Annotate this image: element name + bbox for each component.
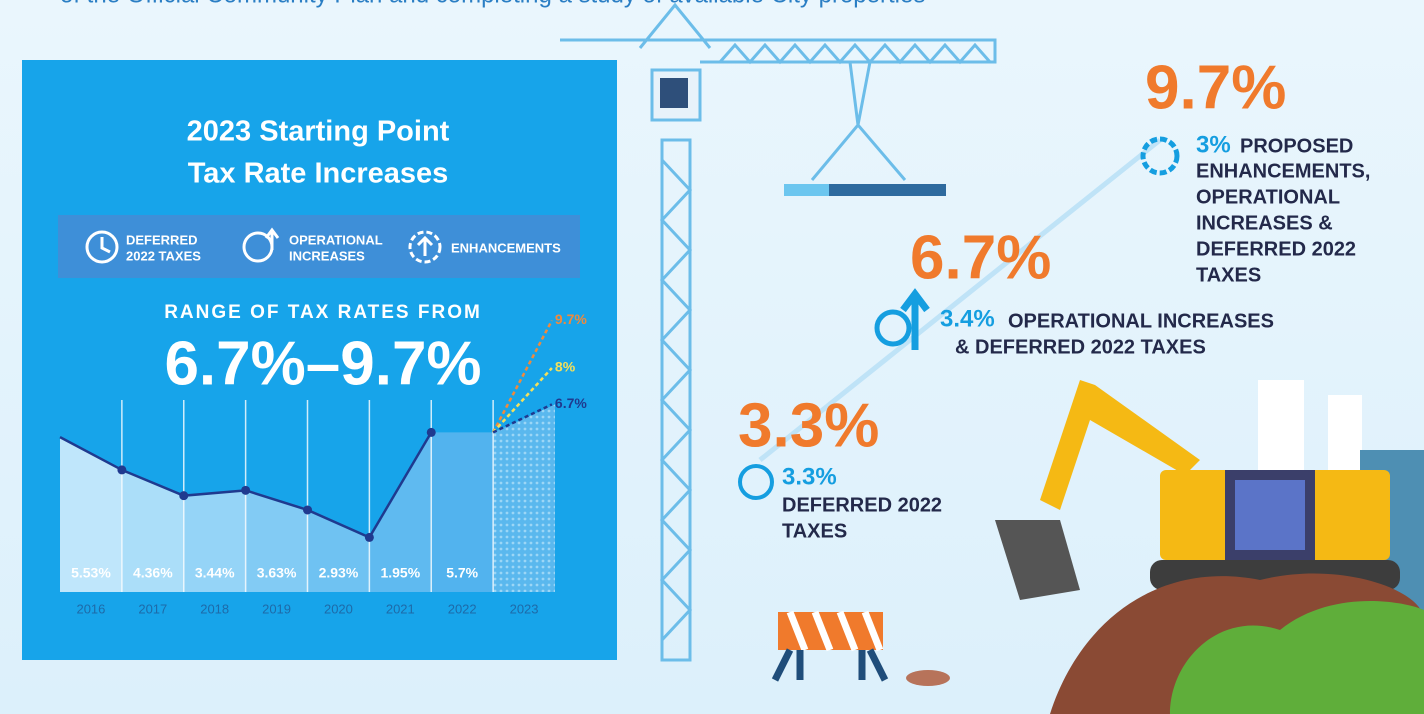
legend-label: OPERATIONAL (289, 232, 383, 247)
crane-window (660, 78, 688, 108)
scenario-text: & DEFERRED 2022 TAXES (955, 336, 1206, 358)
legend-label: INCREASES (289, 248, 365, 263)
projection-line (492, 367, 553, 434)
range-label: RANGE OF TAX RATES FROM (164, 302, 482, 323)
crane-load-tip (784, 184, 829, 196)
intro-text: of the Official Community Plan and compl… (60, 0, 925, 8)
scenario-total: 6.7% (910, 223, 1051, 292)
x-tick-label: 2020 (324, 601, 353, 616)
area-column (307, 509, 370, 592)
projection-line (492, 403, 553, 434)
area-column (369, 432, 432, 592)
data-point (303, 505, 312, 515)
scenario-text: PROPOSED (1240, 135, 1353, 157)
scenario-part: 3.3% (782, 463, 837, 490)
scenario-text: OPERATIONAL (1196, 186, 1340, 208)
area-column (431, 432, 494, 592)
x-tick-label: 2016 (76, 601, 105, 616)
panel-title: Tax Rate Increases (188, 158, 449, 190)
rock (906, 670, 950, 686)
panel-title: 2023 Starting Point (187, 116, 450, 148)
barricade (771, 610, 889, 682)
area-column (121, 469, 184, 592)
scenario-text: TAXES (782, 520, 847, 542)
value-label: 3.44% (195, 565, 235, 581)
legend-icons (85, 227, 442, 264)
area-column (183, 490, 246, 592)
x-tick-label: 2017 (138, 601, 167, 616)
scenario-text: TAXES (1196, 264, 1261, 286)
deferred-icon (738, 464, 774, 500)
value-label: 3.63% (257, 565, 297, 581)
scenario-text: INCREASES & (1196, 212, 1333, 234)
data-point (179, 491, 189, 501)
projection-label: 6.7% (555, 395, 587, 411)
excavator (995, 380, 1400, 600)
x-tick-label: 2022 (448, 601, 477, 616)
data-point (364, 532, 374, 542)
legend-label: 2022 TAXES (126, 248, 201, 263)
x-tick-label: 2021 (386, 601, 415, 616)
scenario-part: 3% (1196, 131, 1231, 158)
operational-arrow (900, 288, 930, 350)
projection-column (493, 404, 555, 592)
range-value: 6.7%–9.7% (164, 329, 481, 398)
area-column (60, 437, 122, 592)
operational-icon (874, 309, 912, 347)
scenario-text: DEFERRED 2022 (1196, 238, 1356, 260)
scenario-total: 9.7% (1145, 53, 1286, 122)
value-label: 5.7% (446, 565, 478, 581)
enhancement-icon (1140, 136, 1180, 176)
value-label: 4.36% (133, 565, 173, 581)
scenario-part: 3.4% (940, 305, 995, 332)
projection-label: 8% (555, 359, 576, 375)
scenario-total: 3.3% (738, 391, 879, 460)
value-label: 2.93% (319, 565, 359, 581)
legend-label: ENHANCEMENTS (451, 240, 561, 255)
data-point (117, 465, 127, 475)
data-point (426, 427, 436, 437)
projection-line (492, 319, 554, 433)
value-label: 1.95% (380, 565, 420, 581)
value-label: 5.53% (71, 565, 111, 581)
projection-label: 9.7% (555, 311, 587, 327)
legend-box (58, 215, 580, 278)
x-tick-label: 2018 (200, 601, 229, 616)
scenario-text: DEFERRED 2022 (782, 494, 942, 516)
trend-line (758, 138, 1162, 462)
x-tick-label: 2019 (262, 601, 291, 616)
crane (560, 2, 997, 662)
data-point (241, 485, 251, 495)
area-column (245, 490, 308, 592)
legend-label: DEFERRED (126, 232, 198, 247)
x-tick-label: 2023 (510, 601, 539, 616)
scenario-text: OPERATIONAL INCREASES (1008, 310, 1274, 332)
scenario-text: ENHANCEMENTS, (1196, 160, 1370, 182)
bush (1170, 601, 1424, 714)
